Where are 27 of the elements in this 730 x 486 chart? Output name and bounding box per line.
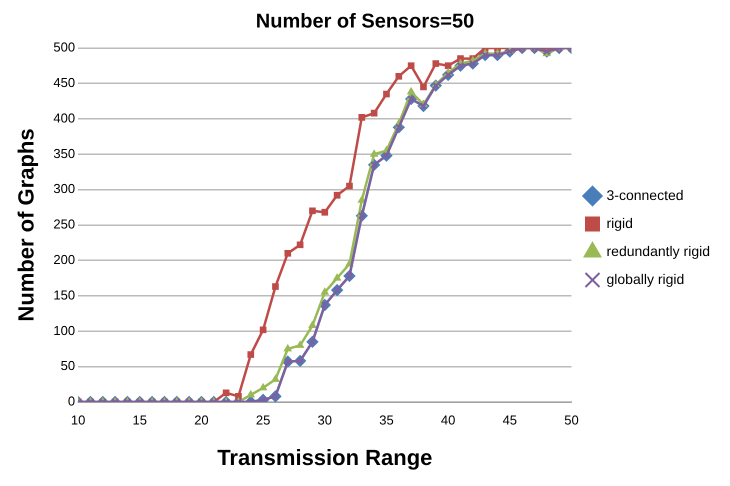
legend-label: 3-connected <box>606 186 684 203</box>
y-tick-label: 450 <box>53 74 76 90</box>
x-tick-label: 10 <box>70 412 86 428</box>
y-tick-label: 500 <box>53 40 76 55</box>
y-tick-label: 300 <box>53 181 76 196</box>
x-tick-label: 30 <box>318 412 332 428</box>
y-tick-label: 200 <box>53 252 76 267</box>
legend-label: redundantly rigid <box>606 242 710 259</box>
y-tick-label: 350 <box>53 146 76 161</box>
y-tick-label: 100 <box>53 322 76 338</box>
x-tick-label: 20 <box>194 412 209 428</box>
y-tick-label: 250 <box>53 216 76 232</box>
chart-title: Number of Sensors=50 <box>256 10 474 33</box>
legend-label: rigid <box>606 214 633 231</box>
x-tick-label: 35 <box>379 412 394 428</box>
y-tick-label: 0 <box>68 394 76 409</box>
x-tick-label: 15 <box>132 412 147 428</box>
x-axis-title: Transmission Range <box>217 444 432 470</box>
y-axis-title: Number of Graphs <box>13 128 38 322</box>
y-tick-label: 400 <box>53 110 76 126</box>
x-tick-label: 40 <box>440 412 456 428</box>
x-tick-label: 45 <box>502 412 518 428</box>
y-tick-label: 50 <box>60 358 76 374</box>
legend-label: globally rigid <box>606 270 684 287</box>
y-tick-label: 150 <box>53 287 76 302</box>
x-tick-label: 25 <box>256 412 270 428</box>
x-tick-label: 50 <box>564 412 579 428</box>
